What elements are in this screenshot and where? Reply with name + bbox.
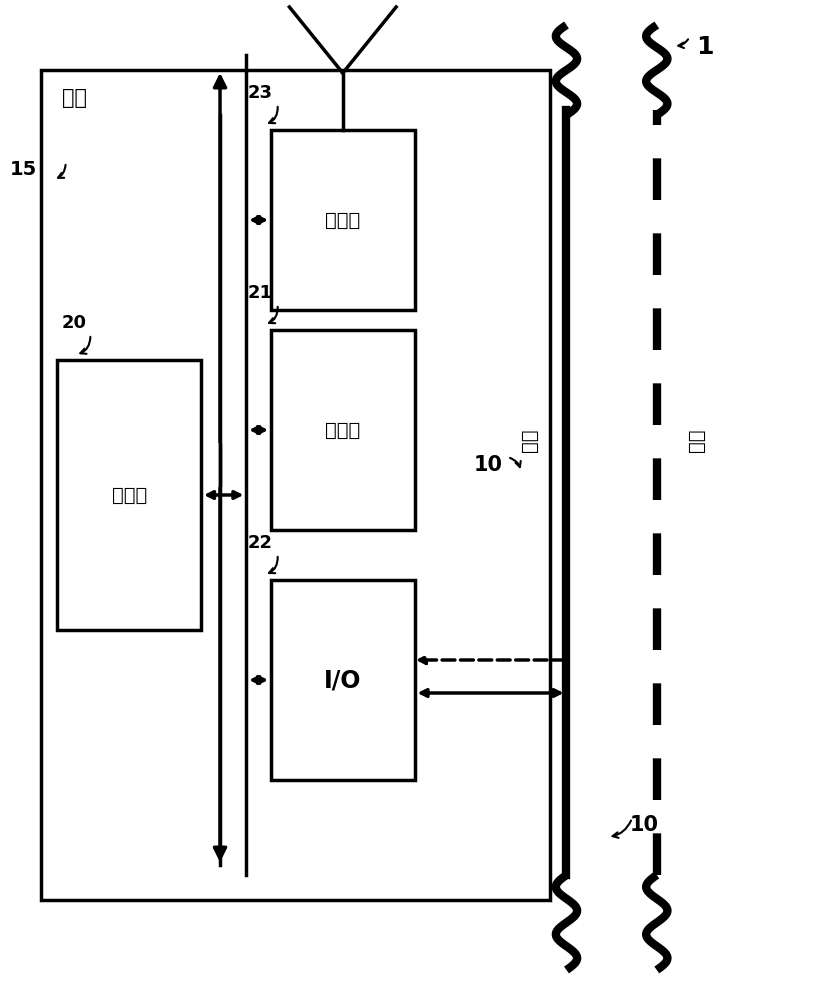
Text: 代理: 代理 (62, 88, 86, 108)
Text: 母线: 母线 (520, 428, 539, 452)
Text: 21: 21 (248, 284, 273, 302)
Text: 处理器: 处理器 (112, 486, 147, 504)
Text: 母线: 母线 (686, 428, 706, 452)
Text: 10: 10 (630, 815, 659, 835)
Text: 22: 22 (248, 534, 273, 552)
Bar (271, 130, 415, 310)
Bar (41, 70, 550, 900)
Text: 15: 15 (10, 160, 37, 179)
Bar (57, 360, 201, 630)
Bar (271, 330, 415, 530)
Bar (271, 580, 415, 780)
Text: 23: 23 (248, 84, 273, 102)
Text: 1: 1 (695, 35, 713, 59)
Text: 存储器: 存储器 (325, 420, 360, 440)
Text: 10: 10 (474, 455, 503, 475)
Text: 20: 20 (62, 314, 86, 332)
Text: 收发器: 收发器 (325, 211, 360, 230)
Text: I/O: I/O (324, 668, 361, 692)
